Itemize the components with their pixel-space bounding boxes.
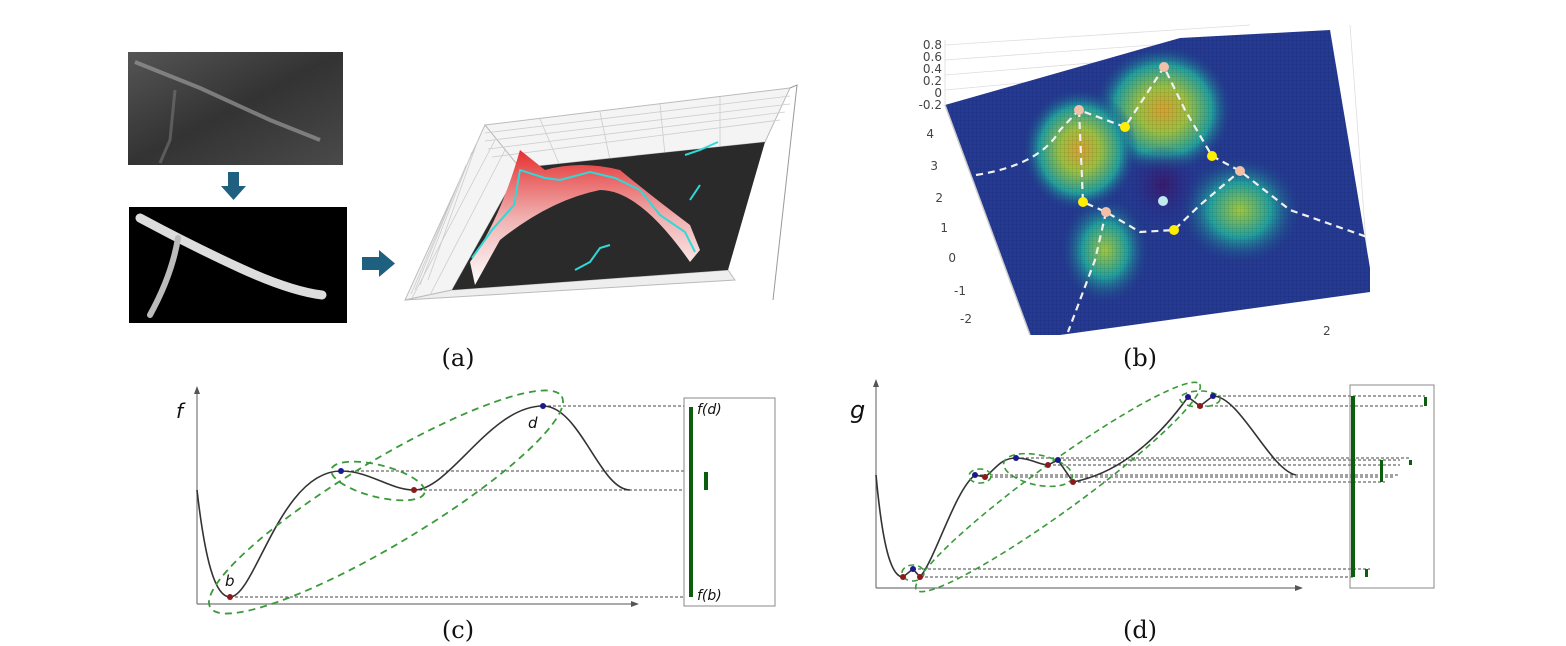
max-point bbox=[1013, 455, 1019, 461]
min-point bbox=[982, 474, 988, 480]
raw-image-vessel bbox=[134, 60, 321, 142]
down-arrow-icon bbox=[221, 172, 246, 200]
tick-label: 0.8 bbox=[923, 38, 942, 52]
caption-d: (d) bbox=[1122, 616, 1158, 644]
ridge-line bbox=[471, 168, 696, 259]
tick-label: -2 bbox=[960, 312, 972, 326]
saddle-point bbox=[1207, 151, 1217, 161]
pairing-ellipses bbox=[901, 381, 1221, 593]
min-point bbox=[1045, 462, 1051, 468]
min-point bbox=[411, 487, 417, 493]
persistence-bar bbox=[704, 472, 708, 490]
min-point bbox=[1070, 479, 1076, 485]
panel-b: 0.8 0.6 0.4 0.2 0 -0.2 4 3 2 1 0 -1 -2 2 bbox=[919, 24, 1371, 338]
persistence-bar bbox=[689, 407, 693, 597]
tick-label: 0.4 bbox=[923, 62, 942, 76]
z-axis-ticks: 0.8 0.6 0.4 0.2 0 -0.2 bbox=[919, 38, 942, 112]
caption-b: (b) bbox=[1122, 344, 1158, 372]
max-point bbox=[338, 468, 344, 474]
tick-label: 0 bbox=[934, 86, 942, 100]
persistence-bar bbox=[1380, 460, 1383, 482]
panel-c: f b d f(d) f(b) bbox=[176, 386, 776, 615]
caption-c: (c) bbox=[441, 616, 475, 644]
persistence-bar bbox=[1351, 396, 1355, 577]
max-point bbox=[1055, 457, 1061, 463]
caption-a: (a) bbox=[441, 344, 475, 372]
persistence-bar bbox=[1409, 460, 1412, 465]
persistence-barcode-box bbox=[683, 397, 776, 607]
peak-point bbox=[1074, 105, 1084, 115]
min-point bbox=[917, 574, 923, 580]
point-label-d: d bbox=[528, 414, 538, 432]
tick-label: 4 bbox=[926, 127, 934, 141]
panel-d: g bbox=[850, 379, 1435, 593]
max-point bbox=[540, 403, 546, 409]
persistence-bar bbox=[1424, 397, 1427, 406]
right-arrow-icon bbox=[362, 250, 395, 277]
tick-label: 0.6 bbox=[923, 50, 942, 64]
tick-label: 2 bbox=[935, 191, 943, 205]
bar-label-bottom: f(b) bbox=[697, 588, 722, 604]
saddle-point bbox=[1169, 225, 1179, 235]
tick-label: 3 bbox=[930, 159, 938, 173]
max-point bbox=[1185, 394, 1191, 400]
axis-label-f: f bbox=[176, 399, 186, 423]
max-point bbox=[972, 472, 978, 478]
function-curve bbox=[875, 395, 1297, 579]
y-axis-ticks: 4 3 2 1 0 -1 -2 bbox=[926, 127, 972, 326]
minimum-point bbox=[1158, 196, 1168, 206]
min-point bbox=[1197, 403, 1203, 409]
tick-label: 0.2 bbox=[923, 74, 942, 88]
integral-lines bbox=[975, 64, 1371, 333]
tick-label: -1 bbox=[954, 284, 966, 298]
max-point bbox=[1210, 393, 1216, 399]
processed-image-vessel bbox=[135, 213, 327, 300]
surface-plot-3d bbox=[404, 84, 798, 301]
saddle-point bbox=[1078, 197, 1088, 207]
raw-image bbox=[128, 52, 343, 165]
panel-a bbox=[128, 52, 798, 323]
tick-label: -0.2 bbox=[919, 98, 942, 112]
function-curve bbox=[196, 405, 631, 598]
persistence-bar bbox=[1365, 569, 1368, 577]
min-point bbox=[900, 574, 906, 580]
tick-label: 2 bbox=[1323, 324, 1331, 338]
peak-point bbox=[1235, 166, 1245, 176]
tick-label: 0 bbox=[948, 251, 956, 265]
pairing-ellipses bbox=[208, 389, 564, 615]
saddle-point bbox=[1120, 122, 1130, 132]
ridge bbox=[470, 150, 700, 285]
bar-label-top: f(d) bbox=[697, 402, 722, 418]
point-label-b: b bbox=[225, 572, 235, 590]
axis-label-g: g bbox=[850, 396, 865, 424]
persistence-barcode-box bbox=[1349, 384, 1435, 589]
peak-point bbox=[1159, 62, 1169, 72]
max-point bbox=[910, 566, 916, 572]
min-point bbox=[227, 594, 233, 600]
peak-point bbox=[1101, 207, 1111, 217]
tick-label: 1 bbox=[940, 221, 948, 235]
